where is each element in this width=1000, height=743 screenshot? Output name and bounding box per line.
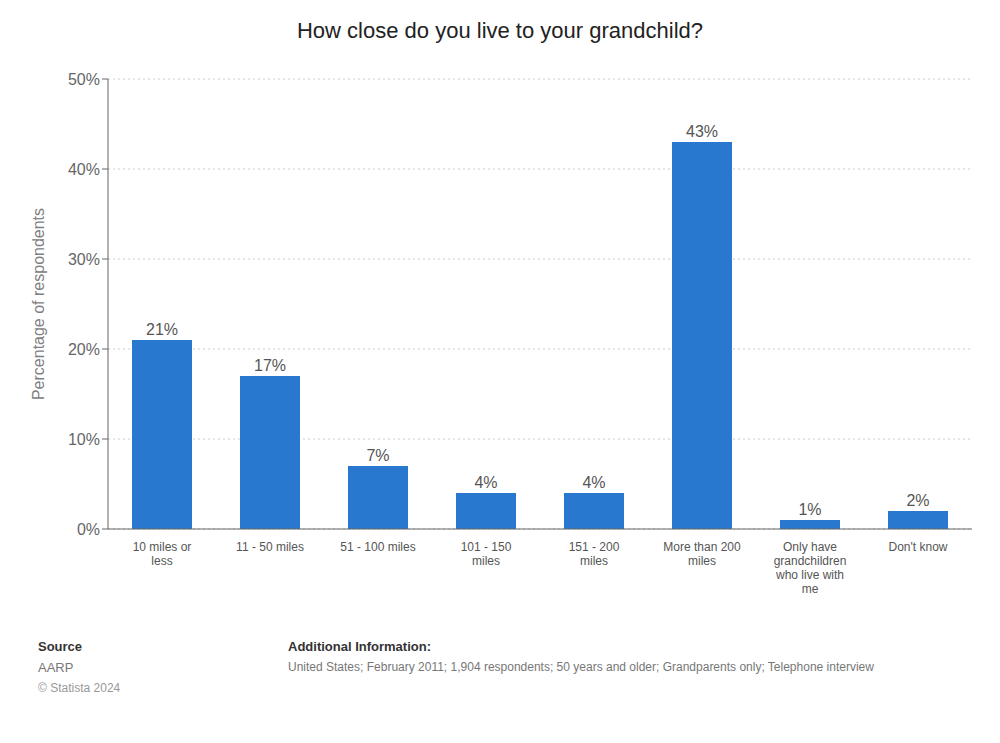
- svg-text:151 - 200miles: 151 - 200miles: [569, 540, 620, 568]
- svg-text:Only havegrandchildrenwho live: Only havegrandchildrenwho live withme: [774, 540, 847, 596]
- svg-text:101 - 150miles: 101 - 150miles: [461, 540, 512, 568]
- html-text:AARP: AARP: [38, 660, 74, 675]
- html-text:United States; February 2011;: United States; February 2011; 1,904 resp…: [288, 660, 874, 674]
- svg-text:Percentage of respondents: Percentage of respondents: [30, 208, 47, 400]
- svg-text:10 miles orless: 10 miles orless: [133, 540, 192, 568]
- html-text:Source: Source: [38, 639, 83, 654]
- svg-text:11 - 50 miles: 11 - 50 miles: [236, 540, 304, 554]
- svg-text:43%: 43%: [686, 123, 718, 140]
- svg-text:4%: 4%: [474, 474, 497, 491]
- svg-text:0%: 0%: [77, 521, 100, 538]
- svg-text:50%: 50%: [68, 71, 100, 88]
- html-text:How close do you live to your: How close do you live to your grandchild…: [297, 18, 703, 43]
- svg-text:Don't know: Don't know: [889, 540, 948, 554]
- svg-text:17%: 17%: [254, 357, 286, 374]
- svg-text:More than 200miles: More than 200miles: [663, 540, 741, 568]
- svg-text:30%: 30%: [68, 251, 100, 268]
- svg-text:2%: 2%: [906, 492, 929, 509]
- svg-text:21%: 21%: [146, 321, 178, 338]
- html-text:Additional Information:: Additional Information:: [288, 639, 431, 654]
- svg-text:1%: 1%: [798, 501, 821, 518]
- svg-text:40%: 40%: [68, 161, 100, 178]
- svg-text:20%: 20%: [68, 341, 100, 358]
- svg-text:51 - 100 miles: 51 - 100 miles: [340, 540, 415, 554]
- svg-text:10%: 10%: [68, 431, 100, 448]
- svg-text:4%: 4%: [582, 474, 605, 491]
- html-text:© Statista 2024: © Statista 2024: [38, 681, 121, 695]
- svg-text:7%: 7%: [366, 447, 389, 464]
